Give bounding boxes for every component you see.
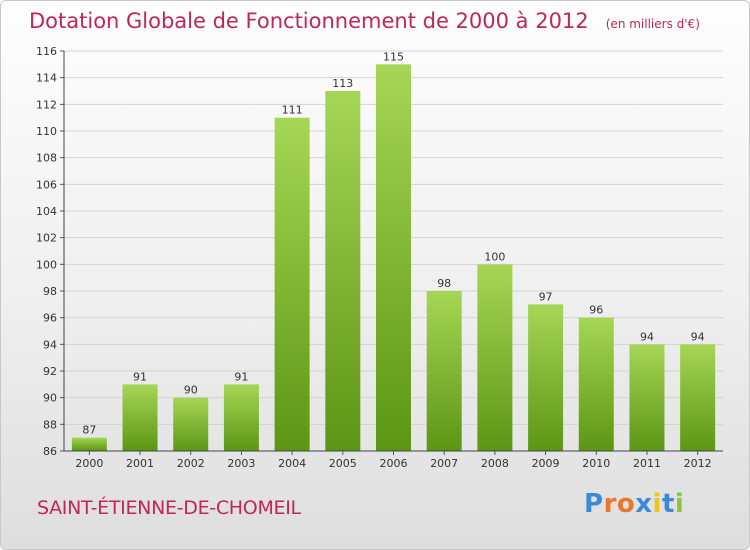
- logo-letter: o: [616, 489, 636, 519]
- chart-title-row: Dotation Globale de Fonctionnement de 20…: [29, 9, 700, 33]
- bar-2008: [477, 264, 513, 451]
- y-tick-label: 108: [36, 152, 57, 165]
- bar-2009: [528, 304, 564, 451]
- x-tick-label: 2001: [126, 457, 154, 470]
- bar-2010: [578, 317, 614, 451]
- x-tick-label: 2008: [481, 457, 509, 470]
- x-tick-label: 2003: [227, 457, 255, 470]
- logo-letter: i: [674, 489, 685, 519]
- x-tick-label: 2006: [380, 457, 408, 470]
- data-label: 115: [383, 50, 404, 63]
- logo-letter: P: [584, 489, 604, 519]
- data-label: 96: [589, 304, 603, 317]
- bar-2007: [426, 291, 462, 451]
- data-label: 98: [437, 277, 451, 290]
- data-label: 91: [234, 370, 248, 383]
- y-tick-label: 102: [36, 232, 57, 245]
- data-label: 94: [640, 330, 654, 343]
- bar-2011: [629, 344, 665, 451]
- y-tick-label: 100: [36, 258, 57, 271]
- unit-label: (en milliers d'€): [605, 17, 700, 31]
- logo-letter: x: [635, 489, 653, 519]
- y-tick-label: 88: [43, 418, 57, 431]
- y-tick-label: 116: [36, 45, 57, 58]
- x-tick-label: 2010: [582, 457, 610, 470]
- y-tick-label: 112: [36, 98, 57, 111]
- bar-2002: [173, 397, 209, 451]
- data-label: 90: [184, 384, 198, 397]
- bar-2006: [376, 64, 411, 452]
- bar-2001: [122, 384, 158, 451]
- y-tick-label: 104: [36, 205, 57, 218]
- x-tick-label: 2004: [278, 457, 306, 470]
- logo-letter: i: [652, 489, 662, 519]
- proxiti-logo: Proxiti: [584, 489, 684, 519]
- bar-2005: [325, 91, 361, 451]
- data-label: 111: [282, 104, 303, 117]
- y-tick-label: 86: [43, 445, 57, 458]
- x-tick-label: 2002: [177, 457, 205, 470]
- x-tick-label: 2012: [684, 457, 712, 470]
- data-label: 94: [691, 330, 705, 343]
- x-tick-label: 2000: [75, 457, 103, 470]
- y-tick-label: 96: [43, 312, 57, 325]
- data-label: 100: [484, 250, 505, 263]
- x-tick-label: 2009: [532, 457, 560, 470]
- data-label: 87: [82, 424, 96, 437]
- y-tick-label: 98: [43, 285, 57, 298]
- x-tick-label: 2007: [430, 457, 458, 470]
- logo-letter: t: [661, 489, 675, 519]
- bar-2000: [71, 437, 107, 451]
- y-tick-label: 94: [43, 338, 57, 351]
- y-tick-label: 110: [36, 125, 57, 138]
- data-label: 113: [332, 77, 353, 90]
- y-tick-label: 90: [43, 392, 57, 405]
- x-tick-label: 2005: [329, 457, 357, 470]
- bar-2012: [680, 344, 716, 451]
- y-tick-label: 106: [36, 178, 57, 191]
- y-tick-label: 114: [36, 72, 57, 85]
- chart-title: Dotation Globale de Fonctionnement de 20…: [29, 9, 589, 33]
- logo-letter: r: [603, 489, 617, 519]
- bar-2004: [274, 117, 310, 452]
- data-label: 97: [539, 290, 553, 303]
- x-tick-label: 2011: [633, 457, 661, 470]
- y-tick-label: 92: [43, 365, 57, 378]
- commune-name: SAINT-ÉTIENNE-DE-CHOMEIL: [37, 497, 301, 519]
- data-label: 91: [133, 370, 147, 383]
- bar-2003: [223, 384, 259, 451]
